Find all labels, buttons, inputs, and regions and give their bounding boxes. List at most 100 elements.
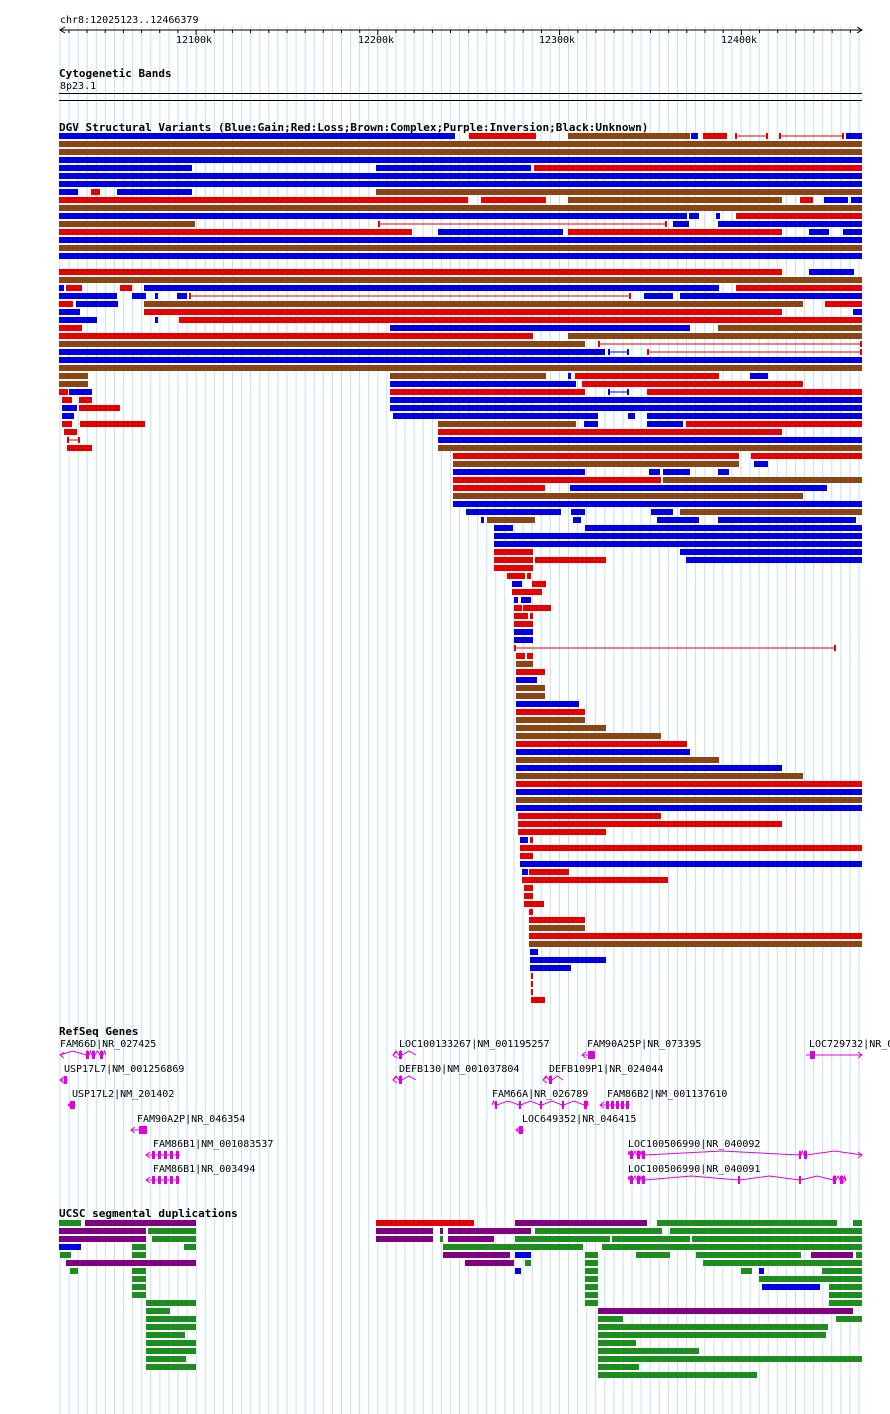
dgv-variant-loss[interactable] bbox=[189, 293, 631, 299]
dgv-variant-gain[interactable] bbox=[59, 165, 192, 171]
dgv-variant-complex[interactable] bbox=[59, 221, 195, 227]
dgv-variant-loss[interactable] bbox=[647, 389, 862, 395]
dgv-variant-gain[interactable] bbox=[514, 597, 518, 603]
dgv-variant-gain[interactable] bbox=[680, 549, 862, 555]
dgv-variant-complex[interactable] bbox=[438, 445, 862, 451]
gene-model[interactable] bbox=[145, 1176, 180, 1184]
segmental-duplication[interactable] bbox=[585, 1284, 598, 1290]
dgv-variant-gain[interactable] bbox=[177, 293, 187, 299]
segmental-duplication[interactable] bbox=[636, 1252, 670, 1258]
dgv-variant-gain[interactable] bbox=[657, 517, 699, 523]
dgv-variant-complex[interactable] bbox=[390, 373, 546, 379]
dgv-variant-loss[interactable] bbox=[64, 429, 77, 435]
gene-model[interactable] bbox=[627, 1174, 847, 1184]
dgv-variant-loss[interactable] bbox=[516, 709, 585, 715]
dgv-variant-gain[interactable] bbox=[691, 133, 698, 139]
dgv-variant-gain[interactable] bbox=[512, 581, 522, 587]
dgv-variant-loss[interactable] bbox=[530, 837, 533, 843]
dgv-variant-gain[interactable] bbox=[69, 389, 92, 395]
segmental-duplication[interactable] bbox=[585, 1300, 598, 1306]
dgv-variant-loss[interactable] bbox=[779, 133, 844, 139]
segmental-duplication[interactable] bbox=[132, 1284, 146, 1290]
dgv-variant-loss[interactable] bbox=[516, 653, 525, 659]
dgv-variant-gain[interactable] bbox=[466, 509, 561, 515]
gene-label[interactable]: LOC100506990|NR_040092 bbox=[628, 1139, 761, 1150]
segmental-duplication[interactable] bbox=[376, 1228, 433, 1234]
dgv-variant-gain[interactable] bbox=[59, 133, 455, 139]
segmental-duplication[interactable] bbox=[70, 1268, 78, 1274]
segmental-duplication[interactable] bbox=[759, 1268, 764, 1274]
dgv-variant-loss[interactable] bbox=[703, 133, 727, 139]
dgv-variant-loss[interactable] bbox=[531, 981, 533, 987]
dgv-variant-gain[interactable] bbox=[438, 229, 563, 235]
segmental-duplication[interactable] bbox=[376, 1220, 474, 1226]
segmental-duplication[interactable] bbox=[448, 1236, 494, 1242]
segmental-duplication[interactable] bbox=[515, 1236, 610, 1242]
segmental-duplication[interactable] bbox=[60, 1252, 71, 1258]
dgv-variant-gain[interactable] bbox=[718, 221, 862, 227]
dgv-variant-complex[interactable] bbox=[529, 941, 862, 947]
segmental-duplication[interactable] bbox=[376, 1236, 433, 1242]
gene-model[interactable] bbox=[130, 1126, 147, 1134]
gene-model[interactable] bbox=[59, 1076, 68, 1084]
segmental-duplication[interactable] bbox=[585, 1276, 598, 1282]
cytoband-bar[interactable] bbox=[59, 100, 862, 101]
segmental-duplication[interactable] bbox=[440, 1236, 443, 1242]
gene-model[interactable] bbox=[392, 1049, 417, 1059]
dgv-variant-complex[interactable] bbox=[516, 685, 545, 691]
dgv-variant-gain[interactable] bbox=[647, 413, 862, 419]
dgv-variant-gain[interactable] bbox=[514, 629, 533, 635]
dgv-variant-gain[interactable] bbox=[59, 181, 862, 187]
dgv-variant-complex[interactable] bbox=[516, 693, 545, 699]
dgv-variant-loss[interactable] bbox=[494, 557, 533, 563]
dgv-variant-complex[interactable] bbox=[59, 341, 585, 347]
dgv-variant-loss[interactable] bbox=[527, 573, 531, 579]
dgv-variant-loss[interactable] bbox=[512, 589, 542, 595]
dgv-variant-gain[interactable] bbox=[516, 789, 862, 795]
dgv-variant-complex[interactable] bbox=[59, 141, 862, 147]
segmental-duplication[interactable] bbox=[535, 1228, 662, 1234]
dgv-variant-loss[interactable] bbox=[66, 285, 82, 291]
dgv-variant-complex[interactable] bbox=[59, 373, 88, 379]
dgv-variant-gain[interactable] bbox=[376, 165, 531, 171]
dgv-variant-complex[interactable] bbox=[59, 245, 862, 251]
dgv-variant-loss[interactable] bbox=[534, 165, 862, 171]
dgv-variant-complex[interactable] bbox=[516, 757, 719, 763]
dgv-variant-gain[interactable] bbox=[824, 197, 848, 203]
gene-model[interactable] bbox=[67, 1101, 76, 1109]
dgv-variant-gain[interactable] bbox=[516, 765, 782, 771]
dgv-variant-loss[interactable] bbox=[67, 445, 92, 451]
dgv-variant-loss[interactable] bbox=[80, 421, 145, 427]
segmental-duplication[interactable] bbox=[146, 1316, 196, 1322]
gene-label[interactable]: FAM90A25P|NR_073395 bbox=[587, 1039, 702, 1050]
segmental-duplication[interactable] bbox=[741, 1268, 752, 1274]
dgv-variant-loss[interactable] bbox=[598, 341, 862, 347]
dgv-variant-loss[interactable] bbox=[529, 869, 569, 875]
dgv-variant-loss[interactable] bbox=[390, 389, 585, 395]
dgv-variant-loss[interactable] bbox=[518, 829, 606, 835]
segmental-duplication[interactable] bbox=[811, 1252, 853, 1258]
dgv-variant-complex[interactable] bbox=[663, 477, 862, 483]
dgv-variant-loss[interactable] bbox=[62, 397, 72, 403]
dgv-variant-loss[interactable] bbox=[532, 581, 546, 587]
dgv-variant-loss[interactable] bbox=[522, 877, 668, 883]
dgv-variant-gain[interactable] bbox=[132, 293, 146, 299]
dgv-variant-gain[interactable] bbox=[568, 373, 571, 379]
dgv-variant-complex[interactable] bbox=[376, 189, 862, 195]
dgv-variant-gain[interactable] bbox=[59, 173, 862, 179]
gene-model[interactable] bbox=[145, 1151, 180, 1159]
dgv-variant-loss[interactable] bbox=[91, 189, 100, 195]
dgv-variant-gain[interactable] bbox=[651, 509, 673, 515]
dgv-variant-loss[interactable] bbox=[751, 453, 862, 459]
dgv-variant-loss[interactable] bbox=[582, 381, 803, 387]
dgv-variant-loss[interactable] bbox=[59, 333, 533, 339]
dgv-variant-complex[interactable] bbox=[59, 205, 862, 211]
dgv-variant-gain[interactable] bbox=[686, 557, 862, 563]
segmental-duplication[interactable] bbox=[598, 1364, 639, 1370]
segmental-duplication[interactable] bbox=[443, 1252, 510, 1258]
segmental-duplication[interactable] bbox=[598, 1332, 826, 1338]
dgv-variant-complex[interactable] bbox=[438, 421, 576, 427]
dgv-variant-gain[interactable] bbox=[649, 469, 660, 475]
segmental-duplication[interactable] bbox=[148, 1228, 196, 1234]
dgv-variant-complex[interactable] bbox=[516, 773, 803, 779]
